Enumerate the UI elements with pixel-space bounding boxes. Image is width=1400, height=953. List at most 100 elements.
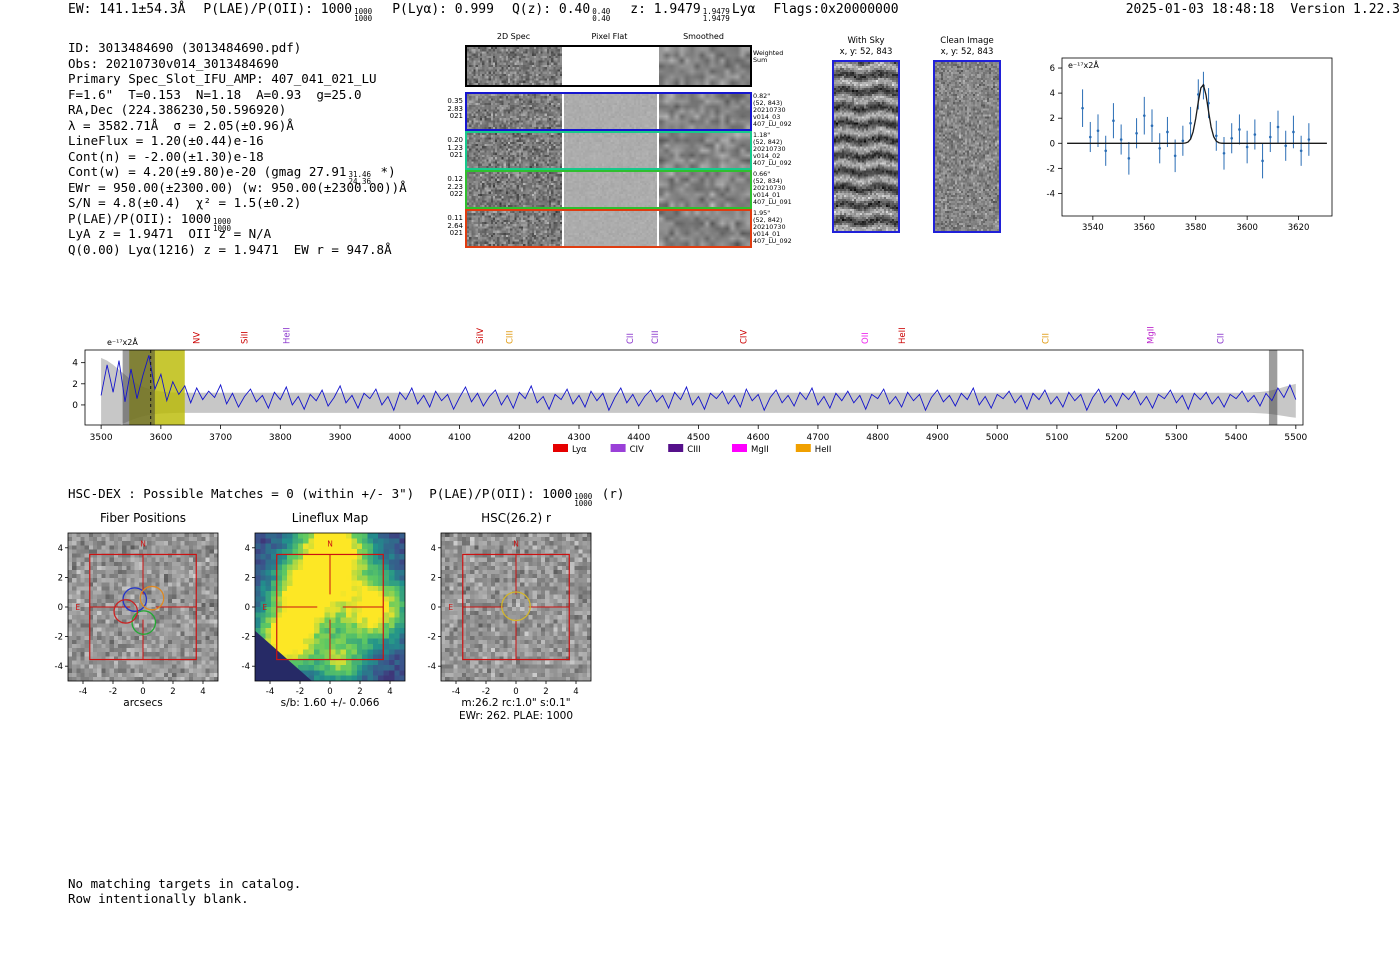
svg-text:2: 2 xyxy=(1050,114,1055,124)
lineflux-xlabel: s/b: 1.60 +/- 0.066 xyxy=(280,697,380,709)
cutout-pixelflat-image xyxy=(564,94,657,129)
svg-text:5400: 5400 xyxy=(1225,433,1248,443)
svg-text:HeII: HeII xyxy=(898,327,908,344)
info-wavelength: λ = 3582.71Å σ = 2.05(±0.96)Å xyxy=(68,117,294,133)
svg-text:-4: -4 xyxy=(1047,189,1055,199)
cutout-pixelflat-image xyxy=(564,133,657,168)
svg-text:-2: -2 xyxy=(242,633,250,643)
svg-text:Lyα: Lyα xyxy=(572,445,587,455)
cutout-row-right-label: 0.66" (52, 834) 20210730 v014_01 407_LU_091 xyxy=(753,170,792,206)
cutout-smoothed-image xyxy=(659,211,750,246)
svg-text:4000: 4000 xyxy=(388,433,411,443)
svg-text:-4: -4 xyxy=(242,662,250,672)
svg-text:3900: 3900 xyxy=(329,433,352,443)
datetime: 2025-01-03 18:48:18 xyxy=(1125,2,1275,17)
svg-text:CIV: CIV xyxy=(739,330,749,344)
cutout-pixelflat-image xyxy=(564,172,657,207)
svg-text:NV: NV xyxy=(193,332,203,344)
fiber-positions-title: Fiber Positions xyxy=(99,511,187,525)
info-radec: RA,Dec (224.386230,50.596920) xyxy=(68,102,287,117)
cutout-row-right-label: 1.18" (52, 842) 20210730 v014_02 407_LU_092 xyxy=(753,131,792,167)
svg-text:4: 4 xyxy=(245,544,250,554)
flags-readout: Flags:0x20000000 xyxy=(773,2,899,17)
hsc-xlabel2: EWr: 262. PLAE: 1000 xyxy=(458,710,574,722)
svg-text:2: 2 xyxy=(58,573,63,583)
svg-text:2: 2 xyxy=(245,573,250,583)
lineflux-map-title: Lineflux Map xyxy=(291,511,369,525)
weighted-sum-label: Weighted Sum xyxy=(753,49,784,64)
svg-text:-2: -2 xyxy=(1047,164,1055,174)
svg-text:2: 2 xyxy=(543,687,548,697)
ew-readout: EW: 141.1±54.3Å xyxy=(68,2,186,17)
svg-text:-2: -2 xyxy=(55,633,63,643)
svg-text:CII: CII xyxy=(1217,333,1227,344)
svg-text:-4: -4 xyxy=(55,662,63,672)
svg-text:3620: 3620 xyxy=(1288,223,1310,233)
svg-text:CIV: CIV xyxy=(630,445,644,455)
cutout-row-right-label: 0.82" (52, 843) 20210730 v014_03 407_LU_092 xyxy=(753,92,792,128)
svg-text:5100: 5100 xyxy=(1045,433,1068,443)
svg-text:0: 0 xyxy=(513,687,518,697)
hsc-cutout-axes: -4 -4 -2 -2 0 0 2 2 4 4 N E xyxy=(428,532,592,697)
svg-text:HeII: HeII xyxy=(815,445,832,455)
hsc-xlabel: m:26.2 rc:1.0" s:0.1" xyxy=(461,697,571,709)
plae-fraction: 1000 1000 xyxy=(354,7,373,23)
qz-fraction: 0.40 0.40 xyxy=(592,7,611,23)
svg-text:2: 2 xyxy=(431,573,436,583)
svg-text:3600: 3600 xyxy=(1236,223,1258,233)
cutout-pixelflat-image xyxy=(564,211,657,246)
svg-text:4300: 4300 xyxy=(568,433,591,443)
svg-text:3500: 3500 xyxy=(90,433,113,443)
with-sky-title: With Sky xyxy=(847,36,885,46)
svg-text:-4: -4 xyxy=(79,687,87,697)
svg-text:3580: 3580 xyxy=(1185,223,1207,233)
cutout-row-left-label: 0.20 1.23 021 xyxy=(447,136,463,159)
svg-text:0: 0 xyxy=(327,687,332,697)
info-sn: S/N = 4.8(±0.4) χ² = 1.5(±0.2) xyxy=(68,195,302,210)
svg-text:5500: 5500 xyxy=(1284,433,1307,443)
svg-text:4: 4 xyxy=(431,544,436,554)
svg-text:-2: -2 xyxy=(428,633,436,643)
svg-text:N: N xyxy=(140,539,146,548)
svg-text:3540: 3540 xyxy=(1082,223,1104,233)
svg-text:CII: CII xyxy=(1042,333,1052,344)
svg-text:E: E xyxy=(75,603,80,612)
info-id: ID: 3013484690 (3013484690.pdf) xyxy=(68,40,302,55)
svg-text:-2: -2 xyxy=(296,687,304,697)
cutout-2dspec-image xyxy=(467,172,562,207)
info-slot: Primary Spec_Slot_IFU_AMP: 407_041_021_L… xyxy=(68,71,377,86)
info-cont-w: Cont(w) = 4.20(±9.80)e-20 (gmag 27.91 31.… xyxy=(68,164,396,186)
svg-text:4100: 4100 xyxy=(448,433,471,443)
svg-text:E: E xyxy=(262,603,267,612)
svg-text:N: N xyxy=(327,539,333,548)
svg-text:5200: 5200 xyxy=(1105,433,1128,443)
svg-text:OII: OII xyxy=(861,332,871,344)
lineflux-map-axes: -4 -4 -2 -2 0 0 2 2 4 4 N E xyxy=(242,532,406,697)
fiber-xlabel: arcsecs xyxy=(123,697,163,709)
info-q: Q(0.00) Lyα(1216) z = 1.9471 EW r = 947.… xyxy=(68,241,392,257)
svg-text:4400: 4400 xyxy=(627,433,650,443)
svg-text:-4: -4 xyxy=(452,687,460,697)
cutout-smoothed-image xyxy=(659,172,750,207)
clean-image-xy: x, y: 52, 843 xyxy=(940,47,994,57)
with-sky-image-frame xyxy=(832,60,900,233)
gmag-fraction: 31.46 24.36 xyxy=(348,170,372,186)
cutout-smoothed-image xyxy=(659,133,750,168)
svg-text:N: N xyxy=(513,539,519,548)
z-readout: z: 1.9479 1.9479 1.9479 Lyα xyxy=(630,2,756,23)
svg-text:2: 2 xyxy=(357,687,362,697)
hsc-cutout-title: HSC(26.2) r xyxy=(481,511,551,525)
svg-text:MgII: MgII xyxy=(751,445,769,455)
svg-text:0: 0 xyxy=(58,603,63,613)
svg-text:-4: -4 xyxy=(428,662,436,672)
weighted-2dspec-image xyxy=(467,47,562,85)
datetime-version: 2025-01-03 18:48:18 Version 1.22.3 xyxy=(1110,2,1400,17)
svg-text:MgII: MgII xyxy=(1147,326,1157,344)
hsc-match-line: HSC-DEX : Possible Matches = 0 (within +… xyxy=(68,486,625,508)
line-fit-chart: 3540 3560 3580 3600 3620 -4 -2 0 2 4 6 e⁻¹⁷x2Å xyxy=(1047,57,1333,233)
clean-image-frame xyxy=(933,60,1001,233)
svg-text:CIII: CIII xyxy=(506,331,516,344)
svg-text:-2: -2 xyxy=(109,687,117,697)
z-fraction: 1.9479 1.9479 xyxy=(702,7,730,23)
